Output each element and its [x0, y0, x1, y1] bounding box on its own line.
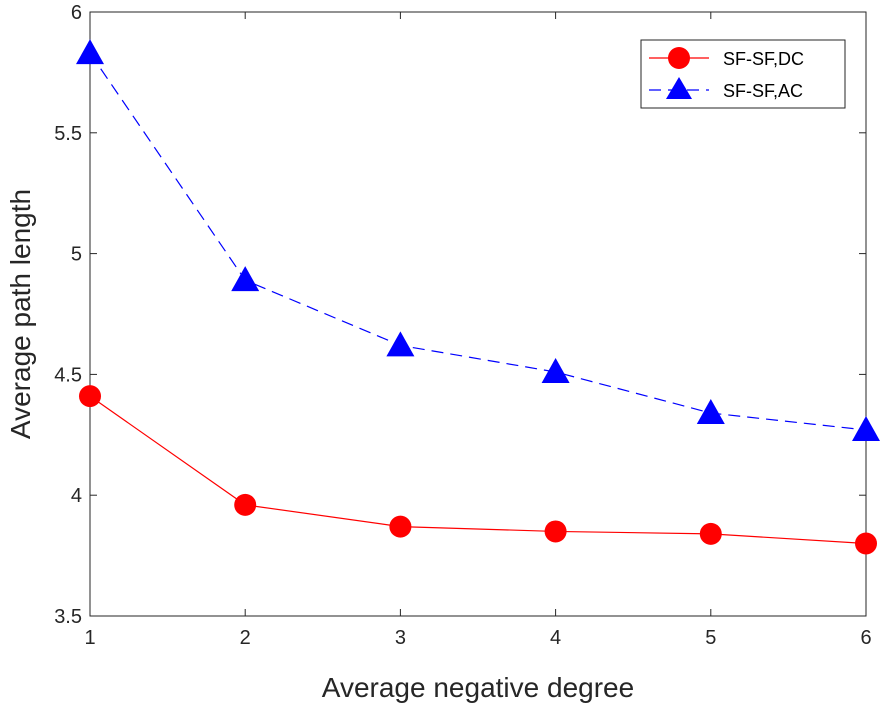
y-tick-label: 4.5: [54, 364, 82, 386]
y-axis-title: Average path length: [5, 189, 36, 439]
x-tick-label: 6: [860, 627, 871, 649]
legend-marker-dc: [668, 47, 690, 69]
legend: SF-SF,DC SF-SF,AC: [640, 39, 846, 109]
data-point-dc: [389, 515, 412, 538]
legend-label-dc: SF-SF,DC: [723, 49, 804, 69]
data-point-ac: [852, 415, 880, 441]
data-point-dc: [234, 493, 257, 516]
series-lines: [89, 52, 867, 545]
y-tick-label: 4: [71, 485, 82, 507]
series-line-dc: [89, 395, 867, 545]
data-point-ac: [231, 266, 260, 292]
y-tick-label: 6: [71, 2, 82, 24]
x-tick-label: 3: [395, 627, 406, 649]
data-point-dc: [544, 520, 567, 543]
y-tick-label: 3.5: [54, 606, 82, 628]
ticks: 1 2 3 4 5 6 3.5 4 4.5 5 5.5 6: [54, 2, 871, 649]
x-axis-title: Average negative degree: [322, 672, 634, 703]
series-markers: [76, 39, 880, 555]
data-point-dc: [699, 522, 722, 545]
legend-label-ac: SF-SF,AC: [723, 81, 803, 101]
plot-area: [89, 11, 867, 617]
data-point-dc: [855, 532, 877, 555]
data-point-dc: [79, 385, 101, 408]
y-tick-label: 5: [71, 244, 82, 266]
y-tick-label: 5.5: [54, 123, 82, 145]
series-line-ac: [89, 52, 867, 431]
x-tick-label: 1: [84, 627, 95, 649]
data-point-ac: [386, 331, 415, 357]
data-point-ac: [76, 39, 104, 65]
data-point-ac: [696, 399, 725, 425]
legend-marker-ac: [666, 77, 692, 99]
x-tick-label: 2: [240, 627, 251, 649]
x-tick-label: 4: [550, 627, 561, 649]
data-point-ac: [541, 357, 570, 383]
x-tick-label: 5: [705, 627, 716, 649]
